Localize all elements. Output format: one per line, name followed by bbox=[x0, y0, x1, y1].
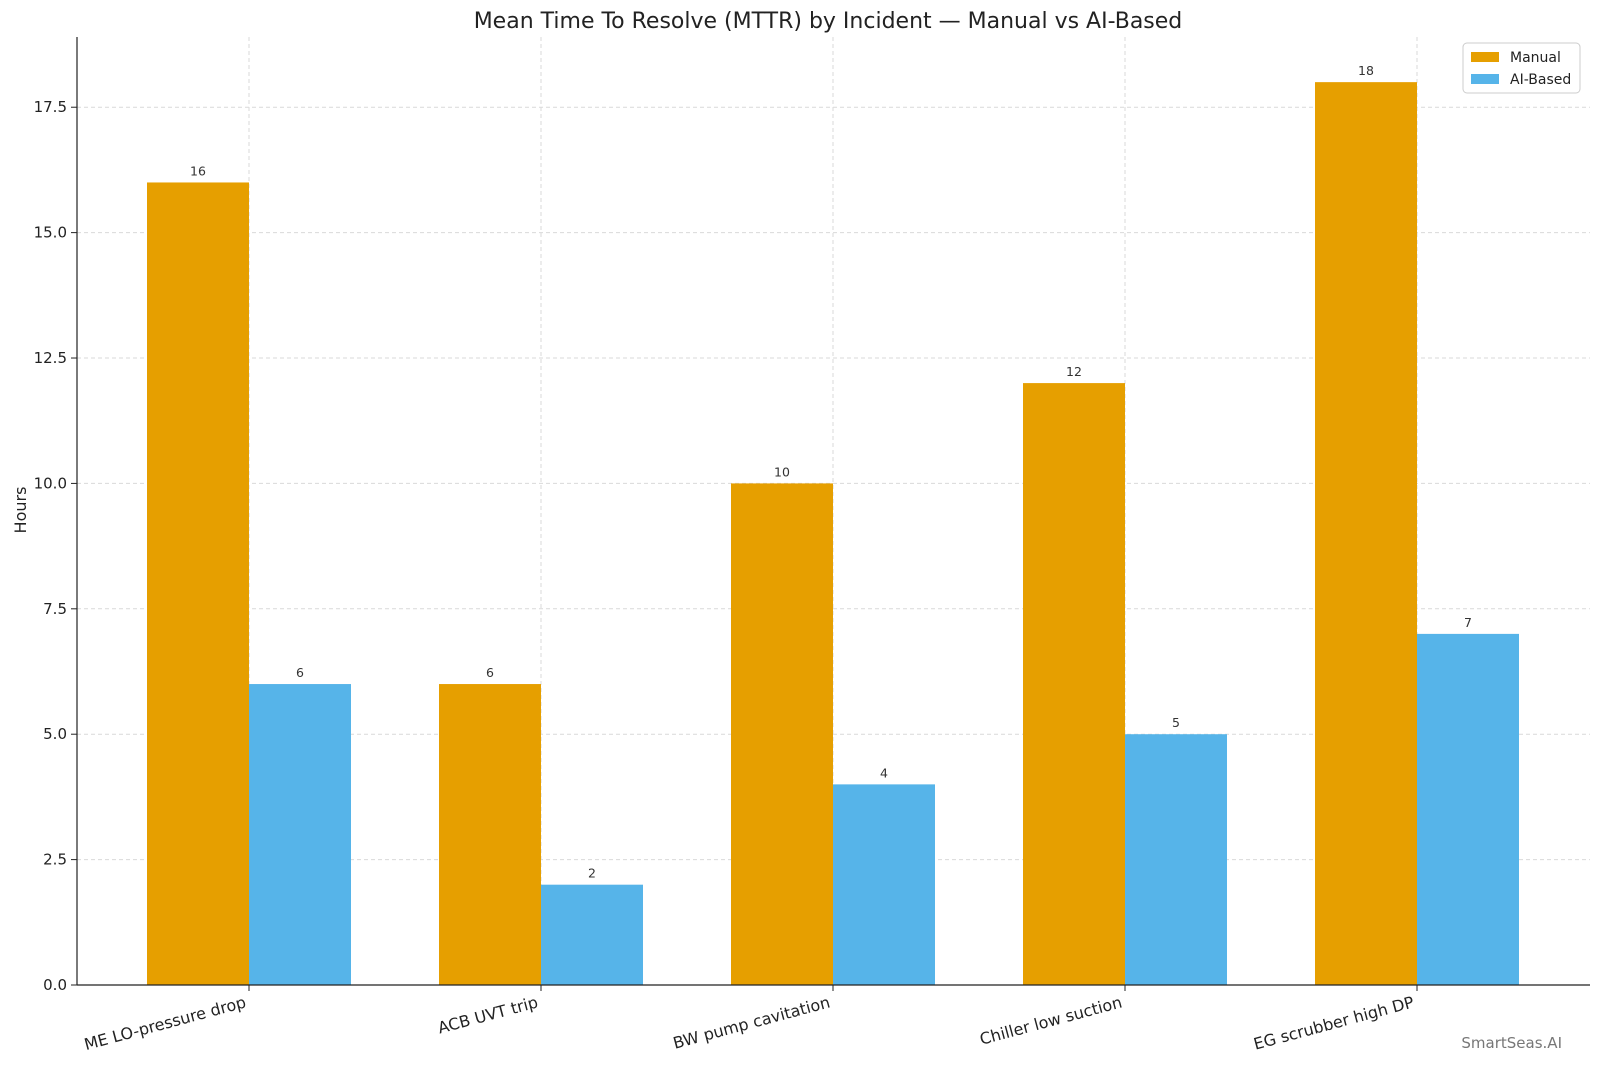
x-tick-label: Chiller low suction bbox=[978, 993, 1124, 1049]
data-label: 7 bbox=[1464, 615, 1472, 630]
y-tick-label: 0.0 bbox=[43, 976, 67, 994]
bar-ai-based bbox=[1125, 734, 1227, 985]
watermark: SmartSeas.AI bbox=[1461, 1034, 1562, 1052]
data-label: 2 bbox=[588, 866, 596, 881]
data-label: 6 bbox=[296, 665, 304, 680]
bar-ai-based bbox=[833, 784, 935, 985]
y-tick-label: 17.5 bbox=[34, 98, 67, 116]
bar-manual bbox=[147, 182, 249, 985]
bar-manual bbox=[1315, 82, 1417, 985]
x-tick-label: EG scrubber high DP bbox=[1252, 992, 1417, 1053]
bar-manual bbox=[1023, 383, 1125, 986]
legend-swatch bbox=[1471, 74, 1499, 84]
y-tick-label: 15.0 bbox=[34, 224, 67, 242]
x-tick-label: ME LO-pressure drop bbox=[82, 993, 248, 1054]
bar-manual bbox=[731, 483, 833, 985]
bar-ai-based bbox=[1417, 633, 1519, 985]
data-label: 18 bbox=[1358, 63, 1374, 78]
y-tick-label: 10.0 bbox=[34, 474, 67, 492]
bar-ai-based bbox=[541, 884, 643, 985]
x-tick-label: ACB UVT trip bbox=[436, 993, 540, 1038]
data-label: 5 bbox=[1172, 715, 1180, 730]
data-label: 4 bbox=[880, 765, 888, 780]
legend-label: AI-Based bbox=[1510, 72, 1571, 88]
legend-label: Manual bbox=[1510, 50, 1561, 66]
data-label: 10 bbox=[774, 464, 790, 479]
data-label: 6 bbox=[486, 665, 494, 680]
bar-manual bbox=[439, 684, 541, 985]
y-tick-label: 5.0 bbox=[43, 725, 67, 743]
legend: Manual AI-Based bbox=[1462, 42, 1581, 94]
bar-ai-based bbox=[249, 684, 351, 985]
data-label: 16 bbox=[190, 163, 206, 178]
y-tick-label: 7.5 bbox=[43, 600, 67, 618]
y-axis-label: Hours bbox=[11, 487, 30, 534]
y-tick-label: 2.5 bbox=[43, 851, 67, 869]
x-tick-label: BW pump cavitation bbox=[671, 993, 832, 1053]
y-tick-label: 12.5 bbox=[34, 349, 67, 367]
legend-swatch bbox=[1471, 52, 1499, 62]
data-labels: 16 6 6 2 10 4 12 5 18 7 bbox=[190, 63, 1472, 881]
bars bbox=[147, 82, 1519, 986]
data-label: 12 bbox=[1066, 364, 1082, 379]
chart-title: Mean Time To Resolve (MTTR) by Incident … bbox=[474, 9, 1183, 34]
